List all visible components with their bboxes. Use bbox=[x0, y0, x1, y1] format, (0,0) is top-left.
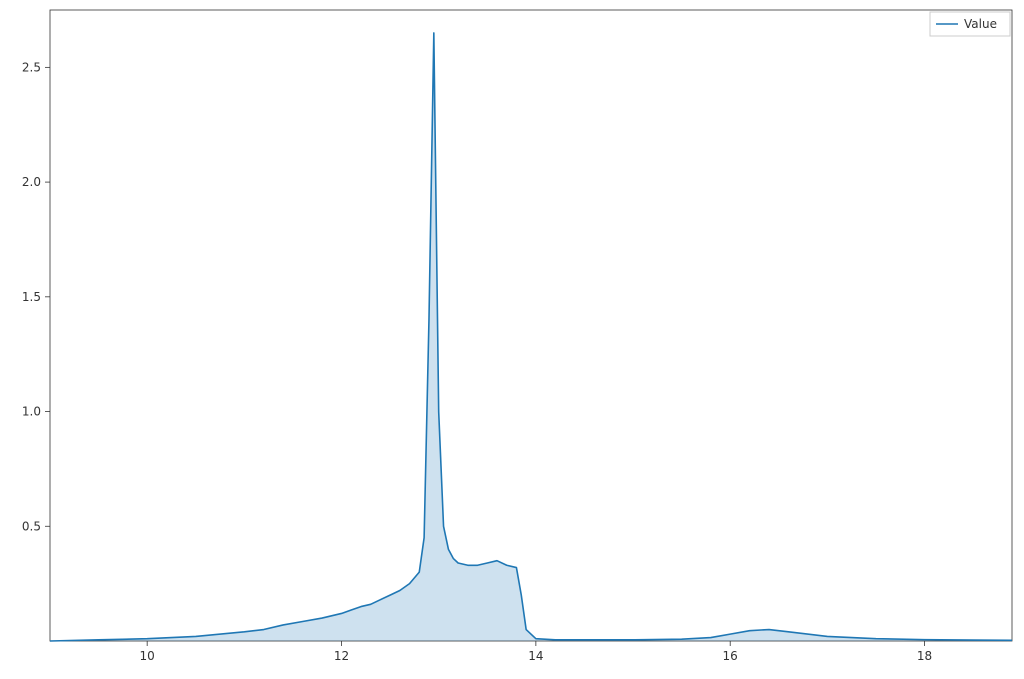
x-tick-label: 10 bbox=[140, 649, 155, 663]
legend: Value bbox=[930, 12, 1010, 36]
x-tick-label: 16 bbox=[723, 649, 738, 663]
x-tick-label: 14 bbox=[528, 649, 543, 663]
y-tick-label: 2.0 bbox=[22, 175, 41, 189]
x-tick-label: 18 bbox=[917, 649, 932, 663]
chart-container: 10 12 14 16 18 0.5 1.0 1.5 2.0 2.5 Value bbox=[0, 0, 1024, 679]
y-tick-label: 1.5 bbox=[22, 290, 41, 304]
y-tick-label: 0.5 bbox=[22, 519, 41, 533]
legend-label: Value bbox=[964, 17, 997, 31]
y-tick-label: 2.5 bbox=[22, 60, 41, 74]
line-area-chart: 10 12 14 16 18 0.5 1.0 1.5 2.0 2.5 Value bbox=[0, 0, 1024, 679]
x-tick-label: 12 bbox=[334, 649, 349, 663]
y-tick-label: 1.0 bbox=[22, 405, 41, 419]
